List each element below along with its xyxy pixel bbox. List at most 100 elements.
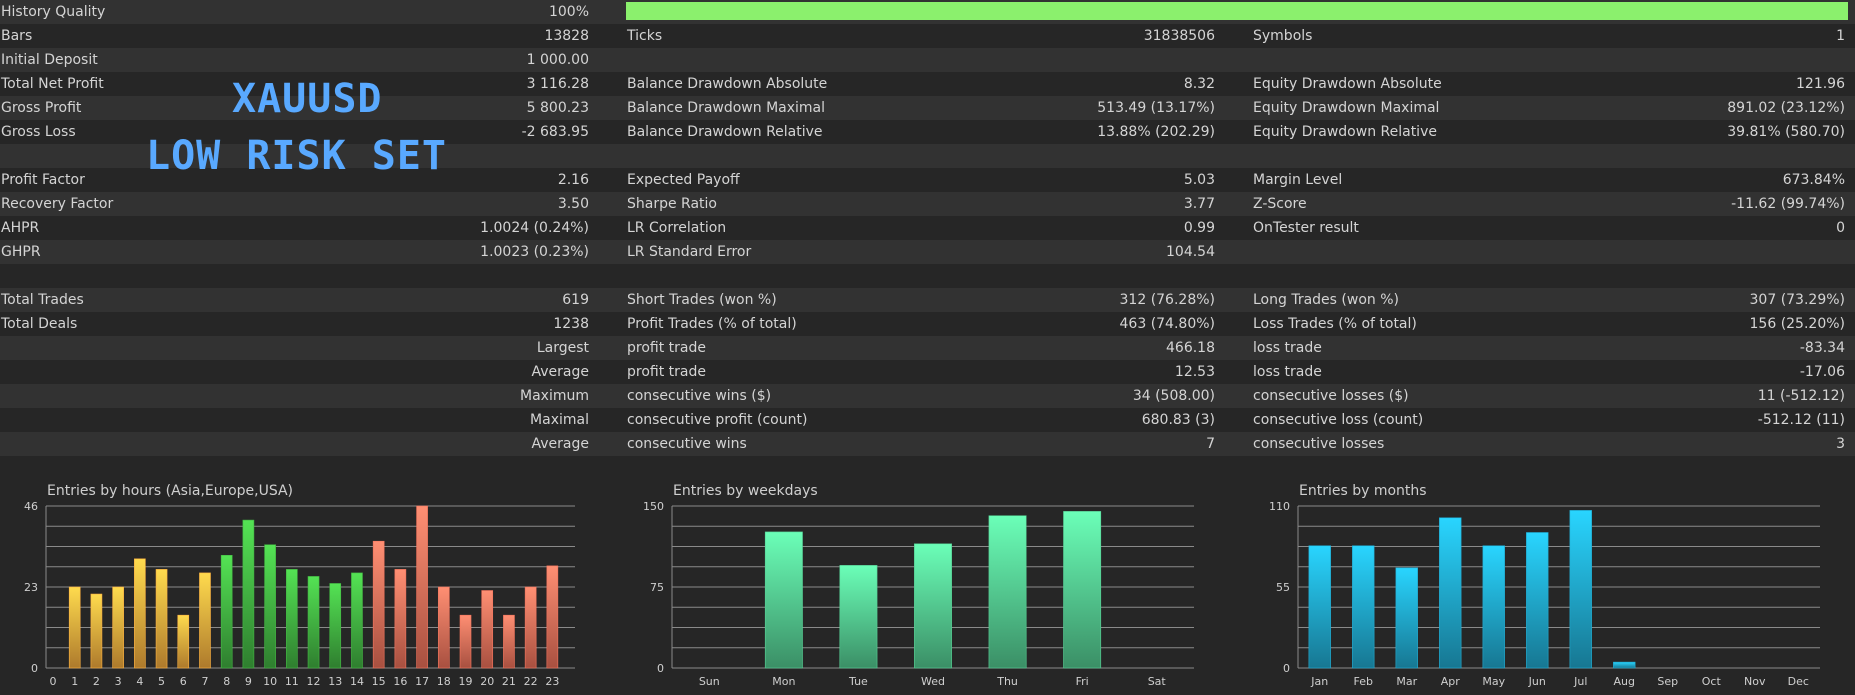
bar-15: [372, 540, 385, 669]
x-tick-label: 9: [245, 675, 252, 688]
bar-10: [264, 544, 276, 669]
chart-title: Entries by months: [1299, 483, 1427, 499]
bar-18: [437, 586, 450, 669]
bar-3: [112, 586, 124, 669]
x-tick-label: May: [1482, 675, 1505, 688]
bar-Jul: [1569, 510, 1592, 669]
x-tick-label: 21: [502, 675, 516, 688]
y-tick-label: 0: [31, 662, 38, 675]
metric-value: 12.53: [1174, 364, 1215, 380]
bar-16: [394, 569, 407, 669]
metric-label: Equity Drawdown Maximal: [1253, 100, 1440, 116]
x-tick-label: 16: [393, 675, 407, 688]
metric-label: Z-Score: [1253, 196, 1307, 212]
y-tick-label: 150: [643, 500, 664, 513]
y-tick-label: 75: [650, 581, 664, 594]
chart-entries-by-hours: 0 23 46 0 1 2 3 4 5 6 7 8 9 10 11 12 13 14 15 16 17 18 19 20 21 2…: [0, 478, 600, 695]
chart-title: Entries by weekdays: [673, 483, 818, 499]
metric-value: Average: [531, 436, 590, 452]
bar-8: [220, 555, 233, 669]
report-row: Total Deals 1238 Profit Trades (% of total…: [0, 312, 1855, 336]
x-tick-label: Nov: [1744, 675, 1766, 688]
metric-label: Balance Drawdown Relative: [627, 124, 823, 140]
metric-label: LR Correlation: [627, 220, 727, 236]
bar-20: [481, 590, 494, 669]
metric-value: 1: [1836, 28, 1845, 44]
x-tick-label: 15: [372, 675, 386, 688]
report-row: Gross Loss -2 683.95 Balance Drawdown Rela…: [0, 120, 1855, 144]
bar-13: [329, 583, 342, 669]
report-row: Recovery Factor 3.50 Sharpe Ratio 3.77 Z-Sco…: [0, 192, 1855, 216]
metric-label: Initial Deposit: [1, 52, 98, 68]
metric-value: 466.18: [1166, 340, 1215, 356]
x-tick-label: Apr: [1441, 675, 1461, 688]
metric-value: 673.84%: [1782, 172, 1845, 188]
metric-label: profit trade: [627, 364, 706, 380]
metric-value: 1238: [553, 316, 589, 332]
metric-label: Profit Trades (% of total): [627, 316, 797, 332]
metric-value: Average: [531, 364, 590, 380]
metric-label: Short Trades (won %): [627, 292, 777, 308]
x-tick-label: 4: [136, 675, 143, 688]
metric-label: Gross Profit: [1, 100, 82, 116]
metric-label: loss trade: [1253, 364, 1322, 380]
x-tick-label: 12: [307, 675, 321, 688]
metric-value: 3 116.28: [526, 76, 589, 92]
bar-11: [286, 569, 298, 669]
report-row: Gross Profit 5 800.23 Balance Drawdown Max…: [0, 96, 1855, 120]
metric-label: Loss Trades (% of total): [1253, 316, 1417, 332]
metric-value: 3.50: [557, 196, 589, 212]
metric-value: 5.03: [1183, 172, 1215, 188]
metric-value: 5 800.23: [526, 100, 589, 116]
metric-label: History Quality: [1, 4, 106, 20]
report-row: GHPR 1.0023 (0.23%) LR Standard Error 104.5…: [0, 240, 1855, 264]
metric-value: 7: [1206, 436, 1215, 452]
metric-value: 619: [562, 292, 589, 308]
metric-value: 3.77: [1183, 196, 1215, 212]
x-tick-label: 17: [415, 675, 429, 688]
metric-value: -83.34: [1799, 340, 1845, 356]
metric-label: consecutive losses ($): [1253, 388, 1409, 404]
bar-May: [1482, 545, 1505, 669]
metric-value: 8.32: [1183, 76, 1215, 92]
report-row: Initial Deposit 1 000.00: [0, 48, 1855, 72]
y-tick-label: 46: [24, 500, 38, 513]
x-tick-label: 18: [437, 675, 451, 688]
metric-value: -17.06: [1799, 364, 1845, 380]
metric-label: GHPR: [1, 244, 41, 260]
x-tick-label: Jun: [1528, 675, 1546, 688]
metric-value: 1 000.00: [526, 52, 589, 68]
chart-plot: 0 75 150 Sun Mon Tue Wed Thu Fri Sat: [643, 500, 1194, 688]
report-row: Total Net Profit 3 116.28 Balance Drawdown…: [0, 72, 1855, 96]
metric-label: OnTester result: [1253, 220, 1359, 236]
bar-Mar: [1395, 567, 1418, 669]
metric-value: 513.49 (13.17%): [1097, 100, 1215, 116]
bar-Jan: [1308, 545, 1331, 669]
metric-value: Maximum: [520, 388, 589, 404]
metric-value: 34 (508.00): [1132, 388, 1215, 404]
metric-label: Profit Factor: [1, 172, 85, 188]
chart-title: Entries by hours (Asia,Europe,USA): [47, 483, 294, 499]
metric-value: 0: [1836, 220, 1845, 236]
x-tick-label: Wed: [921, 675, 945, 688]
metric-label: consecutive loss (count): [1253, 412, 1424, 428]
x-tick-label: Tue: [848, 675, 868, 688]
report-row: Maximal consecutive profit (count) 680.83 …: [0, 408, 1855, 432]
bar-17: [416, 505, 428, 669]
metric-label: consecutive wins: [627, 436, 747, 452]
bar-5: [155, 569, 168, 669]
x-tick-label: Jul: [1573, 675, 1587, 688]
metric-value: 2.16: [557, 172, 589, 188]
x-tick-label: 11: [285, 675, 299, 688]
bar-1: [68, 586, 81, 669]
bar-12: [307, 576, 320, 669]
metric-value: Largest: [536, 340, 589, 356]
metric-label: Equity Drawdown Relative: [1253, 124, 1437, 140]
x-tick-label: 13: [328, 675, 342, 688]
x-tick-label: 5: [158, 675, 165, 688]
bar-4: [134, 558, 146, 669]
history-quality-bar: [626, 2, 1848, 20]
metric-value: 13.88% (202.29): [1097, 124, 1215, 140]
metric-label: consecutive profit (count): [627, 412, 808, 428]
